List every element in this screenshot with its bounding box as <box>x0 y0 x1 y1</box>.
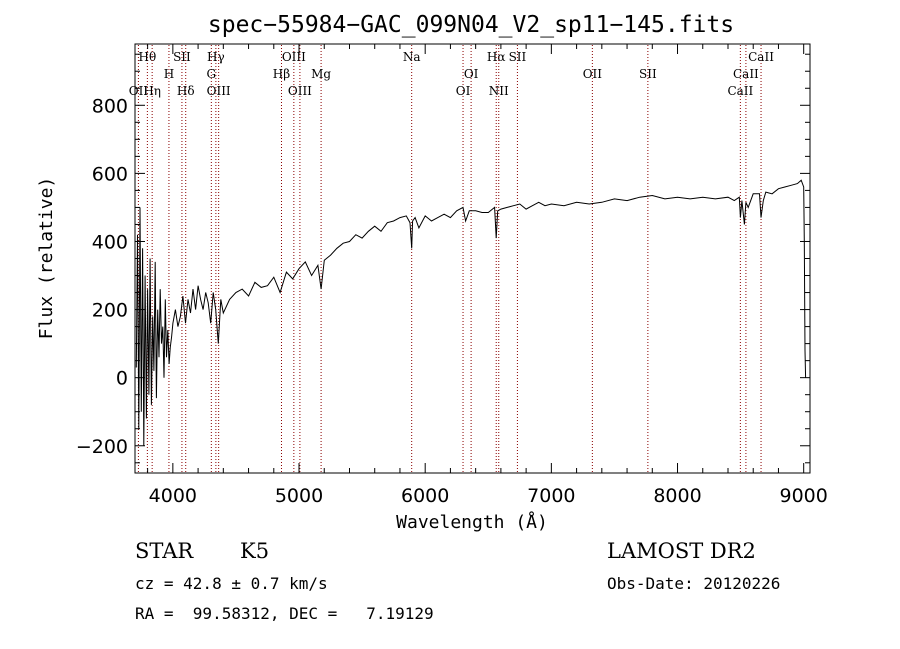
survey-name: LAMOST DR2 <box>607 539 756 563</box>
spectral-line-label: Na <box>403 50 421 64</box>
spectral-line-label: CaII <box>748 50 774 64</box>
y-tick-label: −200 <box>76 436 128 458</box>
spectral-line-label: Hη <box>143 84 161 98</box>
x-tick-label: 6000 <box>401 485 449 507</box>
x-tick-label: 7000 <box>527 485 575 507</box>
spectral-line-label: Hθ <box>139 50 157 64</box>
spectral-line-label: NII <box>489 84 509 98</box>
spectral-line-label: Mg <box>311 67 331 81</box>
spectral-line-label: OI <box>464 67 479 81</box>
spectral-line-label: SII <box>639 67 657 81</box>
x-axis: 4000 5000 6000 7000 8000 9000 <box>147 44 828 507</box>
y-tick-label: 400 <box>92 231 128 253</box>
x-tick-label: 8000 <box>653 485 701 507</box>
spectral-line-label: G <box>207 67 217 81</box>
spectrum-layer <box>135 179 807 446</box>
y-tick-label: 600 <box>92 163 128 185</box>
spectral-line-label: CaII <box>727 84 753 98</box>
redshift-cz: cz = 42.8 ± 0.7 km/s <box>135 574 328 593</box>
spectral-line-label: Hα <box>487 50 506 64</box>
x-tick-label: 5000 <box>275 485 323 507</box>
spectral-line-label: Hβ <box>273 67 290 81</box>
spectral-line-label: SII <box>509 50 527 64</box>
spectrum-series <box>135 179 807 446</box>
spectral-line-label: OIII <box>288 84 312 98</box>
y-axis: −200 0 200 400 600 800 <box>76 53 810 464</box>
y-tick-label: 0 <box>116 368 128 390</box>
y-axis-label: Flux (relative) <box>36 177 57 340</box>
spectral-line-label: Hδ <box>177 84 195 98</box>
spectral-line-label: H <box>164 67 174 81</box>
x-tick-label: 4000 <box>149 485 197 507</box>
x-tick-label: 9000 <box>780 485 828 507</box>
plot-frame <box>134 43 811 474</box>
spectral-line-label: OIII <box>282 50 306 64</box>
y-tick-label: 200 <box>92 300 128 322</box>
object-class: STAR <box>135 539 194 563</box>
chart-title: spec−55984−GAC_099N04_V2_sp11−145.fits <box>208 12 734 38</box>
spectral-line-label: Hγ <box>207 50 225 64</box>
observation-date: Obs-Date: 20120226 <box>607 574 781 593</box>
coordinates: RA = 99.58312, DEC = 7.19129 <box>135 604 434 623</box>
x-axis-label: Wavelength (Å) <box>396 511 548 533</box>
spectral-line-label: CaII <box>733 67 759 81</box>
spectral-line-label: OIII <box>207 84 231 98</box>
spectral-line-markers: HθOIIHηHSIIHδHγGOIIIOIIIHβOIIIMgNaOIOIHα… <box>129 45 774 472</box>
object-subclass: K5 <box>240 539 270 563</box>
spectral-line-label: OI <box>456 84 471 98</box>
spectral-line-label: OII <box>129 84 149 98</box>
spectral-line-label: OII <box>583 67 603 81</box>
y-tick-label: 800 <box>92 95 128 117</box>
spectral-line-label: SII <box>173 50 191 64</box>
